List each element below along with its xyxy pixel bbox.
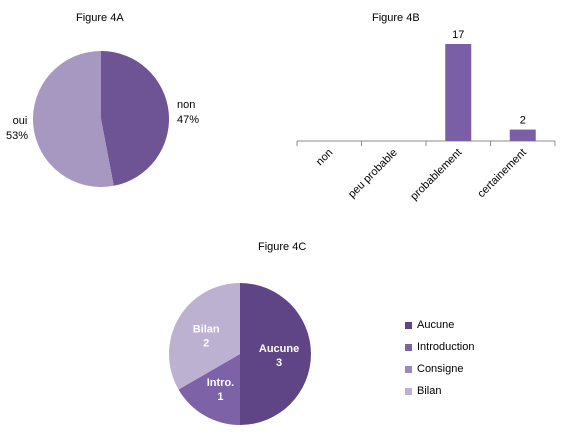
legend-swatch-aucune	[405, 321, 412, 329]
pie-4c-slice-aucune	[240, 283, 311, 425]
pie-4a-slice-non	[101, 51, 169, 186]
legend-swatch-bilan	[405, 387, 412, 395]
pie-4c-slice-intro	[178, 354, 240, 425]
pie-4c-value-aucune: 3	[276, 357, 282, 369]
figure-4b-title: Figure 4B	[372, 12, 420, 24]
legend-swatch-consigne	[405, 365, 412, 373]
pie-4a-label-oui: oui	[13, 115, 28, 127]
pie-4a-value-non: 47%	[177, 114, 199, 126]
pie-4c-label-aucune: Aucune	[259, 343, 299, 355]
figure-4c-legend: Aucune Introduction Consigne Bilan	[405, 314, 474, 402]
pie-4c-label-bilan: Bilan	[193, 323, 220, 335]
pie-4c-slice-bilan	[169, 282, 240, 390]
pie-4a-slice-oui	[32, 51, 114, 187]
pie-4a-label-non: non	[177, 99, 195, 111]
legend-label-consigne: Consigne	[417, 363, 464, 375]
bar-4b-category-certainement: certainement	[475, 147, 528, 200]
legend-item-aucune: Aucune	[405, 314, 474, 336]
bar-4b-category-non: non	[314, 147, 335, 168]
legend-item-consigne: Consigne	[405, 358, 474, 380]
bar-4b-category-probablement: probablement	[408, 147, 464, 203]
figure-4a-title: Figure 4A	[76, 12, 124, 24]
legend-item-bilan: Bilan	[405, 380, 474, 402]
bar-4b-category-peu-probable: peu probable	[346, 147, 400, 201]
bar-4b-certainement	[509, 129, 536, 141]
pie-4c-value-intro: 1	[217, 391, 223, 403]
legend-label-bilan: Bilan	[417, 385, 442, 397]
figure-4c-title: Figure 4C	[258, 241, 307, 253]
bar-4b-probablement	[445, 44, 472, 141]
legend-swatch-introduction	[405, 343, 412, 351]
legend-item-introduction: Introduction	[405, 336, 474, 358]
legend-label-aucune: Aucune	[417, 319, 455, 331]
legend-label-introduction: Introduction	[417, 341, 475, 353]
pie-4c-label-intro: Intro.	[207, 377, 235, 389]
pie-4a-value-oui: 53%	[6, 130, 28, 142]
bar-4b-data-label-probablement: 17	[452, 29, 464, 41]
bar-4b-data-label-certainement: 2	[520, 115, 526, 127]
pie-4c-value-bilan: 2	[203, 337, 209, 349]
